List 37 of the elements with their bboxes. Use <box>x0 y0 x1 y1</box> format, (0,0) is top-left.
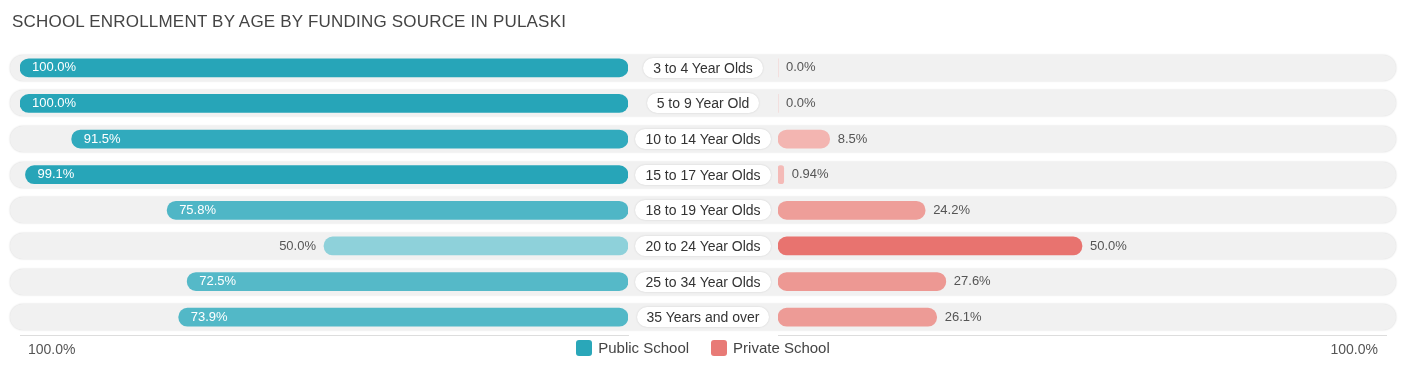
bar <box>778 272 947 291</box>
data-label: 100.0% <box>32 59 77 75</box>
bar <box>323 236 628 256</box>
legend-label: Public School <box>598 339 690 356</box>
data-label: 0.94% <box>791 166 830 182</box>
data-label: 0.0% <box>786 59 817 75</box>
y-tick-label: 35 Years and over <box>636 307 770 328</box>
text: 100.0% <box>1330 341 1378 357</box>
bar <box>178 307 628 327</box>
data-label: 91.5% <box>83 130 121 146</box>
legend-label: Private School <box>733 339 830 356</box>
bar <box>20 94 628 113</box>
bar <box>778 236 1083 256</box>
y-tick-label: 3 to 4 Year Olds <box>643 57 763 78</box>
data-label: 73.9% <box>190 308 228 324</box>
data-label: 75.8% <box>179 201 217 217</box>
data-label: 50.0% <box>1090 237 1128 253</box>
data-label: 50.0% <box>279 237 317 253</box>
data-label: 99.1% <box>37 166 75 182</box>
data-label: 100.0% <box>32 95 77 111</box>
data-label: 0.0% <box>786 95 817 111</box>
bar <box>186 272 628 291</box>
data-label: 26.1% <box>944 308 982 324</box>
data-label: 27.6% <box>953 273 992 289</box>
bar <box>778 307 938 327</box>
y-tick-label: 18 to 19 Year Olds <box>635 200 771 221</box>
data-label: 72.5% <box>199 273 237 289</box>
y-tick-label: 25 to 34 Year Olds <box>635 271 771 292</box>
y-tick-label: 15 to 17 Year Olds <box>635 164 771 185</box>
y-tick-label: 5 to 9 Year Old <box>646 93 760 114</box>
data-label: 24.2% <box>933 201 971 217</box>
data-label: 8.5% <box>837 130 868 146</box>
bar <box>778 200 926 220</box>
y-tick-label: 10 to 14 Year Olds <box>635 129 771 150</box>
y-tick-label: 20 to 24 Year Olds <box>635 235 771 256</box>
text: 100.0% <box>28 341 76 357</box>
chart-title: SCHOOL ENROLLMENT BY AGE BY FUNDING SOURCE IN PULASKI <box>12 12 567 32</box>
